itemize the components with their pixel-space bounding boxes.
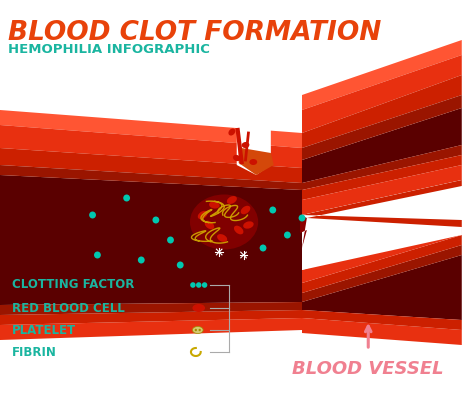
Ellipse shape [233, 155, 240, 161]
Polygon shape [302, 310, 462, 330]
Polygon shape [302, 145, 462, 190]
Circle shape [195, 329, 197, 331]
Text: BLOOD VESSEL: BLOOD VESSEL [292, 360, 444, 378]
Polygon shape [302, 235, 462, 293]
Polygon shape [300, 215, 307, 248]
Circle shape [138, 256, 145, 263]
Polygon shape [239, 148, 274, 175]
Polygon shape [0, 175, 302, 305]
Circle shape [196, 282, 201, 288]
Circle shape [190, 282, 196, 288]
Polygon shape [237, 110, 271, 175]
Text: HEMOPHILIA INFOGRAPHIC: HEMOPHILIA INFOGRAPHIC [8, 43, 210, 56]
Polygon shape [302, 180, 462, 227]
Polygon shape [302, 75, 462, 148]
Ellipse shape [241, 206, 250, 214]
Polygon shape [302, 165, 462, 215]
Ellipse shape [242, 142, 249, 148]
Polygon shape [302, 220, 462, 270]
Ellipse shape [249, 159, 257, 165]
Ellipse shape [217, 234, 227, 242]
Polygon shape [302, 155, 462, 200]
Polygon shape [302, 220, 462, 283]
Ellipse shape [243, 221, 254, 229]
Circle shape [202, 282, 207, 288]
Polygon shape [302, 318, 462, 345]
Polygon shape [302, 55, 462, 133]
Circle shape [94, 252, 101, 258]
Ellipse shape [198, 211, 208, 219]
Ellipse shape [192, 327, 203, 333]
Text: PLATELET: PLATELET [12, 324, 76, 337]
Polygon shape [302, 108, 462, 183]
Text: BLOOD CLOT FORMATION: BLOOD CLOT FORMATION [8, 20, 381, 46]
Text: RED BLOOD CELL: RED BLOOD CELL [12, 301, 125, 314]
Ellipse shape [234, 226, 244, 234]
Text: CLOTTING FACTOR: CLOTTING FACTOR [12, 278, 134, 292]
Polygon shape [0, 125, 302, 168]
Ellipse shape [192, 304, 205, 312]
Circle shape [167, 237, 174, 243]
Polygon shape [0, 110, 302, 148]
Polygon shape [302, 180, 462, 248]
Ellipse shape [227, 196, 237, 204]
Text: FIBRIN: FIBRIN [12, 346, 56, 359]
Ellipse shape [209, 201, 219, 209]
Ellipse shape [190, 194, 258, 250]
Circle shape [199, 329, 201, 331]
Circle shape [284, 231, 291, 239]
Polygon shape [302, 255, 462, 320]
Polygon shape [0, 302, 302, 315]
Circle shape [299, 214, 305, 222]
Circle shape [260, 245, 266, 252]
Circle shape [123, 194, 130, 201]
Polygon shape [302, 95, 462, 160]
Circle shape [89, 211, 96, 218]
Polygon shape [0, 318, 302, 340]
Polygon shape [0, 310, 302, 325]
Ellipse shape [205, 221, 214, 229]
Ellipse shape [228, 128, 235, 135]
Polygon shape [0, 148, 302, 183]
Circle shape [269, 207, 276, 214]
Circle shape [153, 216, 159, 224]
Polygon shape [0, 165, 302, 190]
Polygon shape [302, 245, 462, 302]
Circle shape [177, 261, 183, 269]
Polygon shape [302, 40, 462, 110]
Polygon shape [302, 180, 462, 235]
